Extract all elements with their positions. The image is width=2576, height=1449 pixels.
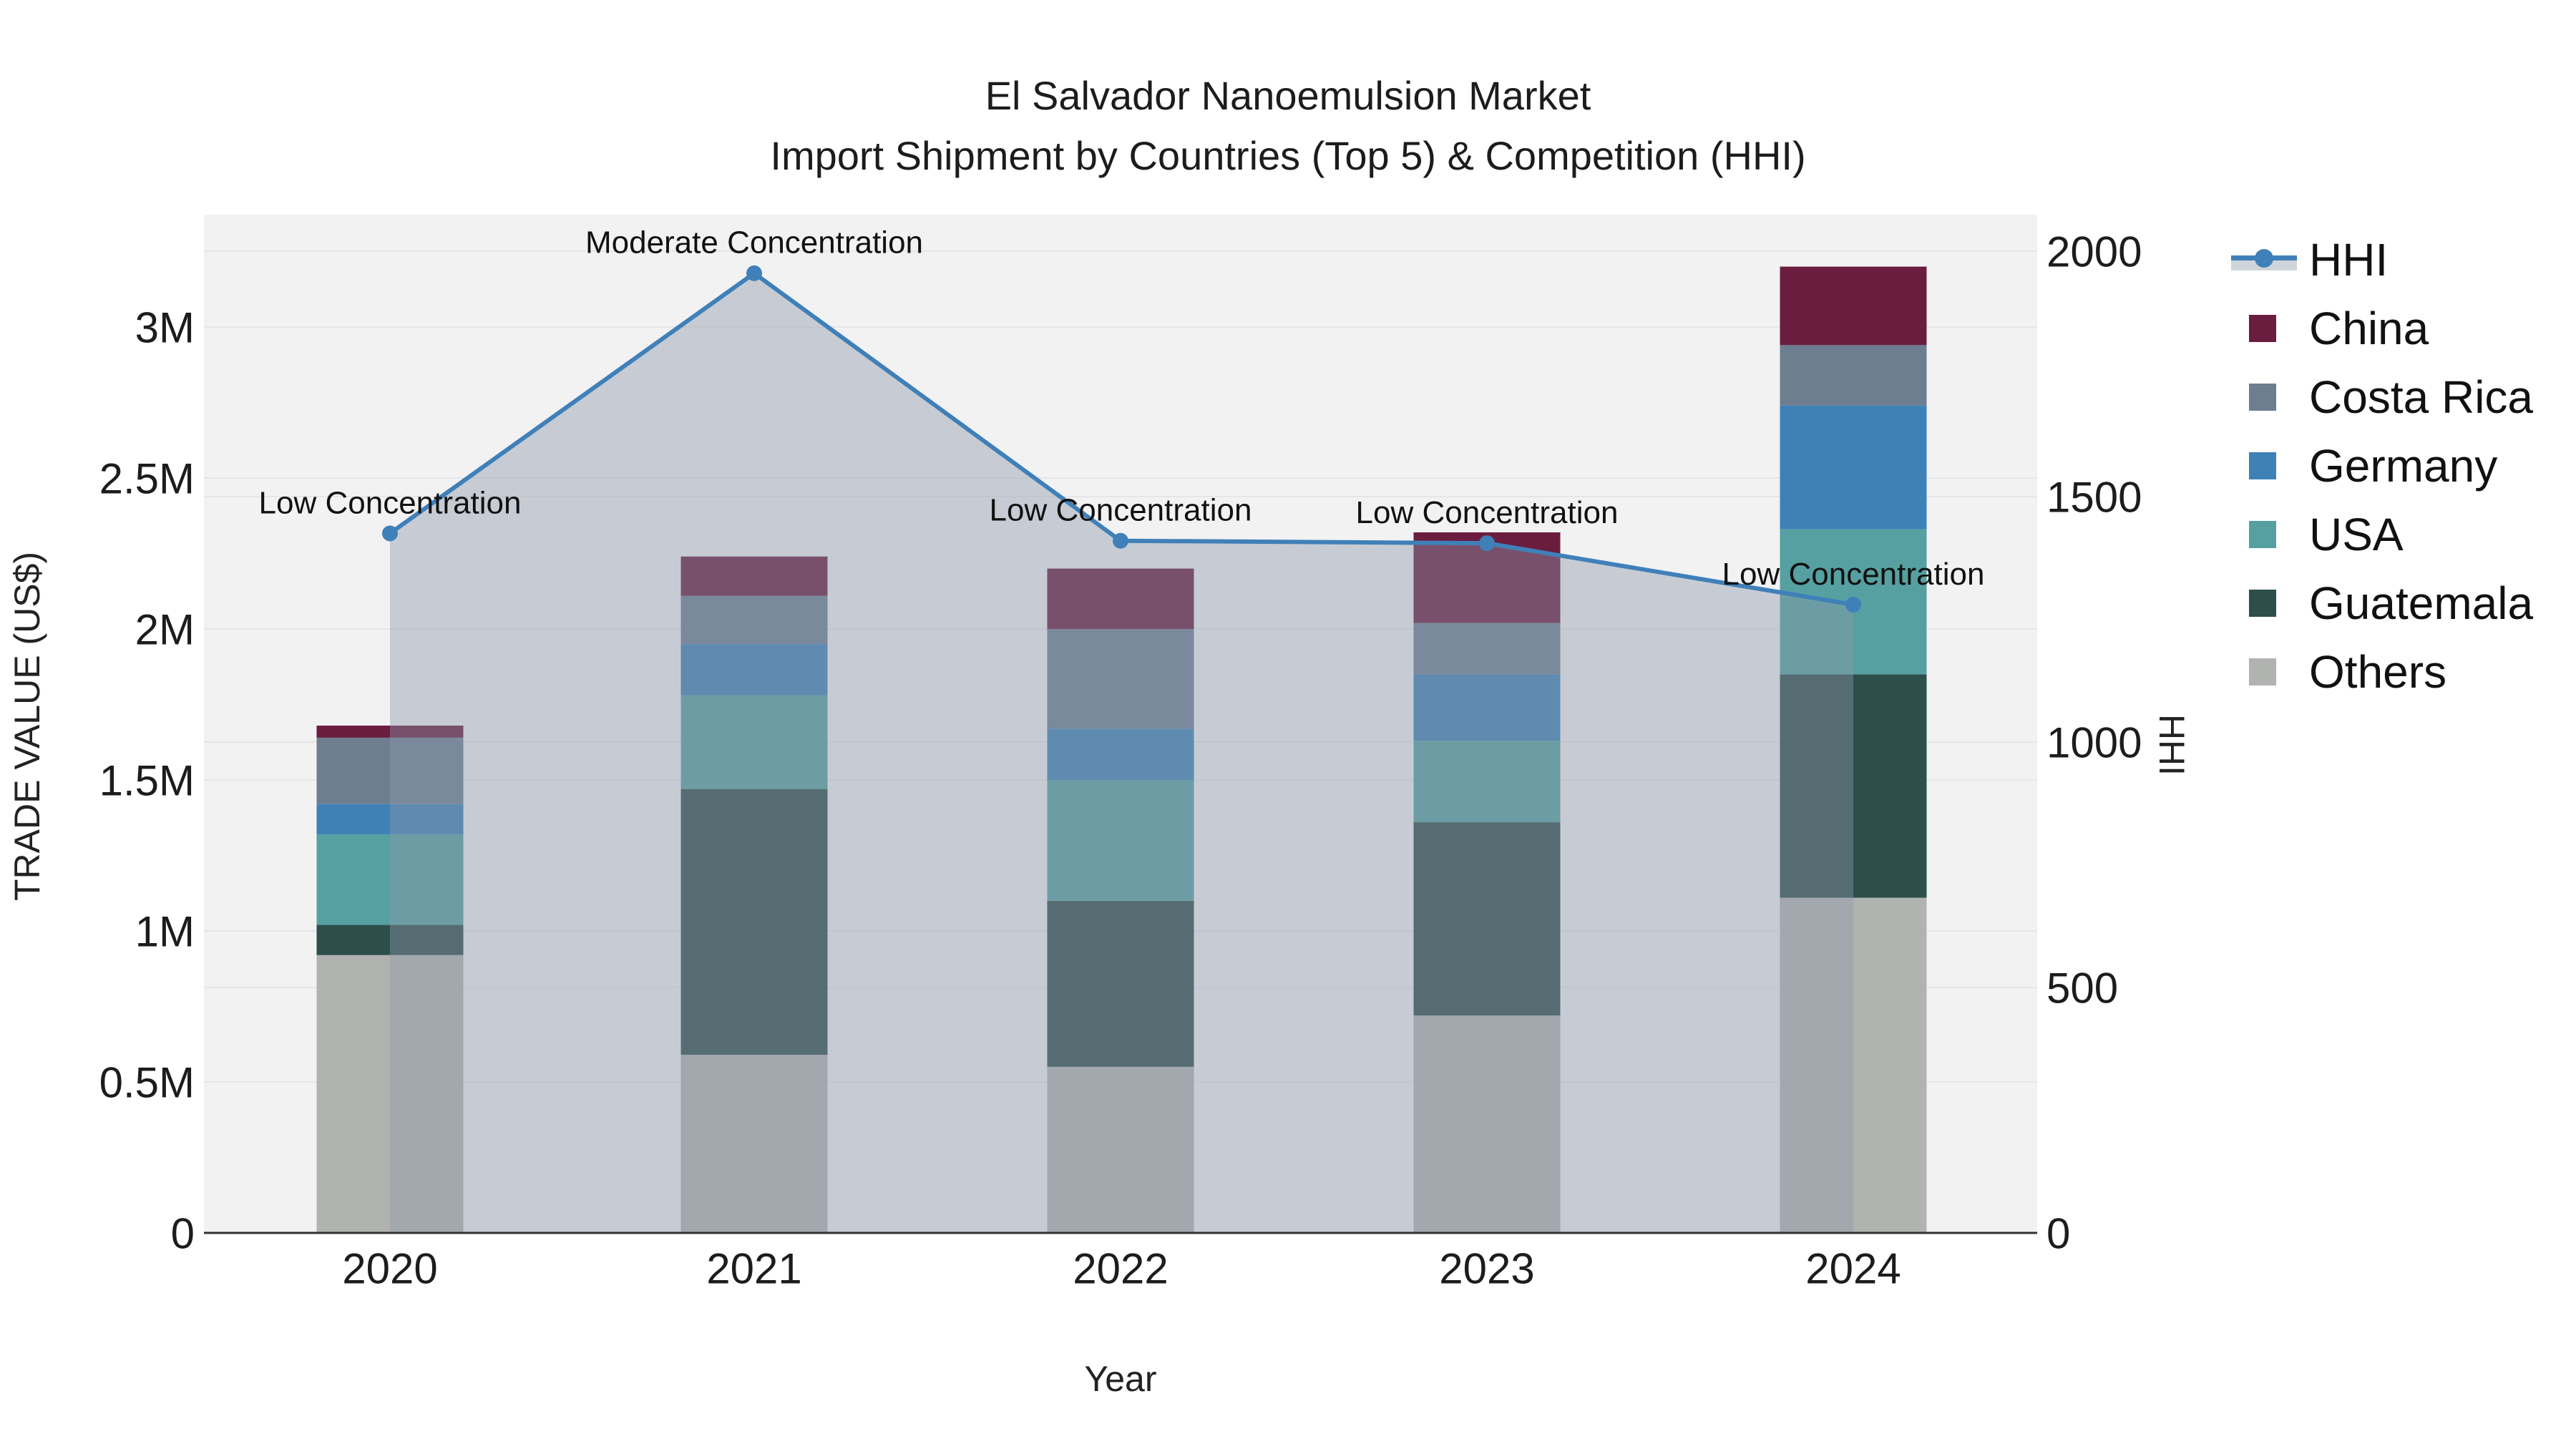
bar-segment-2020-germany[interactable] <box>316 804 464 834</box>
y2-axis-title: HHI <box>2152 713 2192 776</box>
legend-swatch-guatemala <box>2249 590 2276 617</box>
x-axis-tick-2024: 2024 <box>1805 1245 1901 1293</box>
legend-label: Costa Rica <box>2309 371 2533 423</box>
hhi-marker-2022[interactable] <box>1113 532 1128 549</box>
y-axis-tick-2M: 2M <box>135 606 195 654</box>
legend-swatch-costa-rica <box>2249 384 2276 411</box>
legend-item-china[interactable]: China <box>2231 294 2533 363</box>
y2-axis-tick-1500: 1500 <box>2046 474 2142 522</box>
legend-item-costa-rica[interactable]: Costa Rica <box>2231 363 2533 431</box>
legend-item-usa[interactable]: USA <box>2231 500 2533 569</box>
bar-segment-2021-usa[interactable] <box>680 695 828 789</box>
legend-label: China <box>2309 303 2429 354</box>
y2-axis-tick-1000: 1000 <box>2046 719 2142 767</box>
bar-segment-2022-germany[interactable] <box>1047 728 1194 780</box>
bar-segment-2024-guatemala[interactable] <box>1780 674 1927 898</box>
bar-segment-2024-germany[interactable] <box>1780 405 1927 530</box>
bar-segment-2022-costa-rica[interactable] <box>1047 629 1194 729</box>
hhi-line-sample-icon <box>2231 245 2297 274</box>
annotation-2020: Low Concentration <box>259 485 522 520</box>
y-axis-tick-1M: 1M <box>135 908 195 956</box>
hhi-marker-glyph <box>2255 249 2273 268</box>
x-axis-tick-2022: 2022 <box>1073 1245 1168 1293</box>
chart-title-line2: Import Shipment by Countries (Top 5) & C… <box>770 133 1806 178</box>
legend-swatch-others <box>2249 658 2276 686</box>
legend-item-germany[interactable]: Germany <box>2231 431 2533 500</box>
hhi-marker-2021[interactable] <box>746 265 762 281</box>
chart-title-line1: El Salvador Nanoemulsion Market <box>985 73 1591 118</box>
bar-segment-2023-guatemala[interactable] <box>1413 822 1561 1016</box>
bar-segment-2021-china[interactable] <box>680 556 828 596</box>
legend-label: Others <box>2309 646 2447 698</box>
bar-segment-2021-germany[interactable] <box>680 644 828 696</box>
bar-segment-2024-costa-rica[interactable] <box>1780 345 1927 406</box>
hhi-area-fill <box>390 273 1853 1233</box>
bar-segment-2020-guatemala[interactable] <box>316 924 464 955</box>
annotation-2023: Low Concentration <box>1356 495 1619 530</box>
y-axis-title: TRADE VALUE (US$) <box>7 551 47 902</box>
bar-segment-2021-guatemala[interactable] <box>680 789 828 1055</box>
legend-swatch-usa <box>2249 521 2276 548</box>
legend: HHI China Costa Rica Germany USA Guatemala Oth… <box>2231 225 2533 706</box>
annotation-2024: Low Concentration <box>1722 557 1985 592</box>
y-axis-tick-0.5M: 0.5M <box>99 1059 195 1107</box>
y2-axis-tick-500: 500 <box>2046 965 2118 1013</box>
x-axis-tick-2021: 2021 <box>706 1245 801 1293</box>
bar-segment-2024-china[interactable] <box>1780 266 1927 346</box>
y-axis-tick-0: 0 <box>171 1210 195 1258</box>
x-axis-title: Year <box>1084 1359 1157 1399</box>
legend-item-guatemala[interactable]: Guatemala <box>2231 569 2533 638</box>
x-axis-tick-2023: 2023 <box>1439 1245 1534 1293</box>
y2-axis-tick-2000: 2000 <box>2046 228 2142 276</box>
bar-segment-2020-usa[interactable] <box>316 834 464 925</box>
bar-segment-2022-china[interactable] <box>1047 568 1194 629</box>
legend-label: Germany <box>2309 440 2498 492</box>
hhi-marker-2020[interactable] <box>382 525 398 542</box>
legend-swatch-china <box>2249 315 2276 342</box>
bar-segment-2020-costa-rica[interactable] <box>316 737 464 804</box>
legend-swatch-germany <box>2249 452 2276 479</box>
annotation-2021: Moderate Concentration <box>585 225 923 260</box>
y-axis-tick-1.5M: 1.5M <box>99 757 195 805</box>
bar-segment-2023-germany[interactable] <box>1413 674 1561 741</box>
bar-segment-2024-others[interactable] <box>1780 897 1927 1233</box>
bar-segment-2021-others[interactable] <box>680 1055 828 1233</box>
bar-segment-2023-usa[interactable] <box>1413 741 1561 823</box>
bar-segment-2022-others[interactable] <box>1047 1066 1194 1233</box>
legend-label: Guatemala <box>2309 577 2534 629</box>
legend-label: HHI <box>2309 234 2389 286</box>
legend-item-hhi[interactable]: HHI <box>2231 225 2533 294</box>
y-axis-tick-3M: 3M <box>135 304 195 352</box>
bar-segment-2021-costa-rica[interactable] <box>680 595 828 645</box>
y-axis-tick-2.5M: 2.5M <box>99 455 195 503</box>
annotation-2022: Low Concentration <box>990 493 1252 528</box>
bar-segment-2022-usa[interactable] <box>1047 780 1194 901</box>
bar-segment-2023-others[interactable] <box>1413 1015 1561 1233</box>
x-axis-tick-2020: 2020 <box>342 1245 437 1293</box>
hhi-marker-2023[interactable] <box>1479 535 1495 552</box>
legend-item-others[interactable]: Others <box>2231 638 2533 706</box>
legend-label: USA <box>2309 509 2404 560</box>
y2-axis-tick-0: 0 <box>2046 1210 2070 1258</box>
bar-segment-2022-guatemala[interactable] <box>1047 900 1194 1067</box>
hhi-marker-2024[interactable] <box>1845 596 1861 613</box>
bar-segment-2020-china[interactable] <box>316 726 464 738</box>
bar-segment-2023-costa-rica[interactable] <box>1413 623 1561 675</box>
bar-segment-2020-others[interactable] <box>316 955 464 1233</box>
